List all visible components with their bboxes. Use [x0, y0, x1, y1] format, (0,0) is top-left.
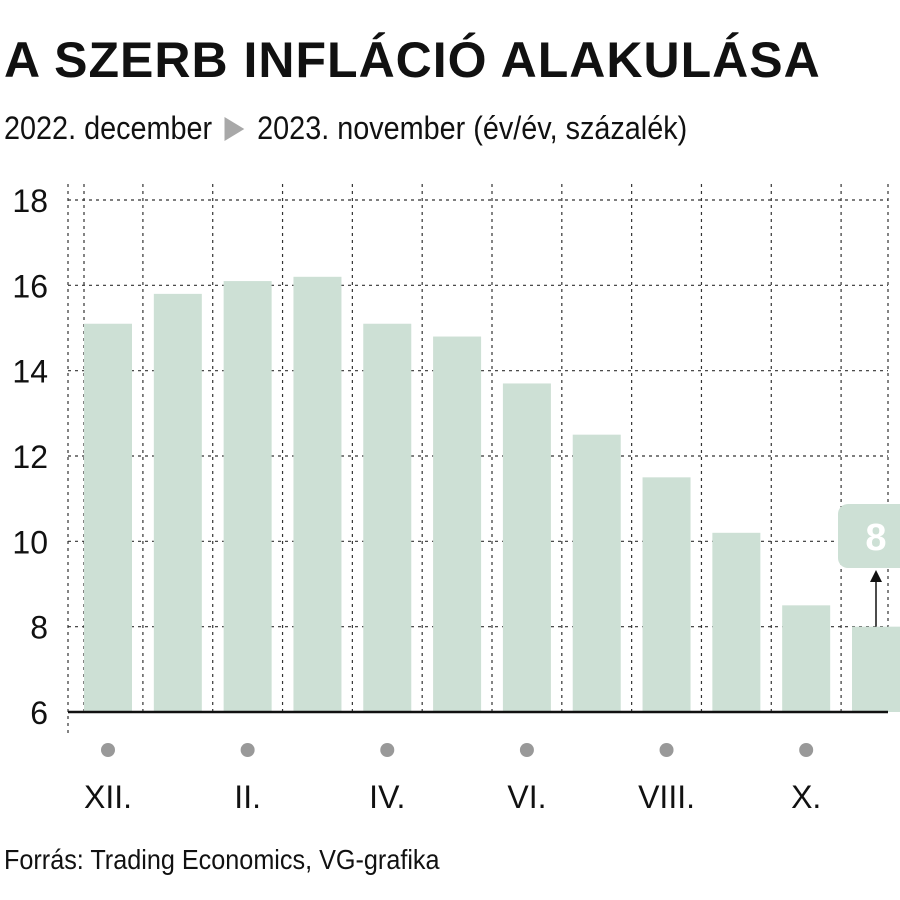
- callout-layer: 8: [838, 504, 900, 627]
- bar-layer: [84, 276, 900, 712]
- y-tick-label: 6: [30, 695, 48, 731]
- callout-box: [838, 504, 900, 568]
- x-tick-marker: [799, 743, 814, 757]
- x-tick-marker: [380, 743, 395, 757]
- chart-subtitle: 2022. december 2023. november (év/év, szá…: [4, 106, 687, 150]
- x-tick-marker: [240, 743, 255, 757]
- x-tick-label: XII.: [84, 779, 132, 815]
- y-tick-label: 8: [30, 610, 48, 646]
- bar-VIII.: [642, 477, 691, 712]
- bar-I.: [153, 293, 202, 712]
- x-tick-label: X.: [791, 779, 821, 815]
- y-tick-label: 16: [12, 268, 48, 304]
- bar-II.: [223, 281, 272, 712]
- x-tick-label: IV.: [369, 779, 405, 815]
- bar-X.: [782, 605, 831, 712]
- x-tick-marker: [101, 743, 115, 757]
- subtitle-end: 2023. november (év/év, százalék): [257, 110, 688, 146]
- y-tick-label: 14: [12, 354, 48, 390]
- subtitle-start: 2022. december: [4, 110, 213, 146]
- chart-title: A SZERB INFLÁCIÓ ALAKULÁSA: [4, 32, 821, 88]
- x-tick-label: II.: [234, 779, 261, 815]
- bar-III.: [293, 276, 342, 712]
- bar-V.: [433, 336, 482, 712]
- grid-layer: [67, 184, 889, 736]
- y-tick-label: 10: [12, 524, 48, 560]
- callout-arrow-head-icon: [870, 570, 882, 582]
- bar-XII.: [84, 323, 132, 712]
- bar-VI.: [502, 383, 551, 712]
- x-tick-label: VIII.: [638, 779, 695, 815]
- label-layer: 6 8 10 12 14 16 18 XII. II. IV. VI. VIII. X.: [12, 183, 821, 815]
- y-tick-label: 12: [12, 439, 48, 475]
- x-tick-marker: [519, 743, 534, 757]
- y-tick-label: 18: [12, 183, 48, 219]
- play-arrow-icon: [224, 116, 245, 141]
- bar-XI.: [852, 626, 900, 712]
- x-tick-label: VI.: [507, 779, 546, 815]
- x-tick-marker: [659, 743, 674, 757]
- bar-IX.: [712, 532, 761, 712]
- source-note: Forrás: Trading Economics, VG-grafika: [4, 844, 440, 875]
- bar-IV.: [363, 323, 412, 712]
- bar-VII.: [572, 434, 621, 712]
- callout-value: 8: [865, 517, 886, 559]
